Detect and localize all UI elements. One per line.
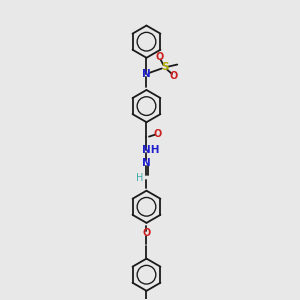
Text: S: S	[161, 62, 168, 72]
Text: NH: NH	[142, 145, 159, 155]
Text: H: H	[136, 172, 144, 182]
Text: N: N	[142, 69, 151, 79]
Text: O: O	[170, 70, 178, 81]
Text: O: O	[154, 129, 162, 139]
Text: N: N	[142, 158, 151, 168]
Text: O: O	[155, 52, 164, 62]
Text: O: O	[142, 228, 151, 238]
